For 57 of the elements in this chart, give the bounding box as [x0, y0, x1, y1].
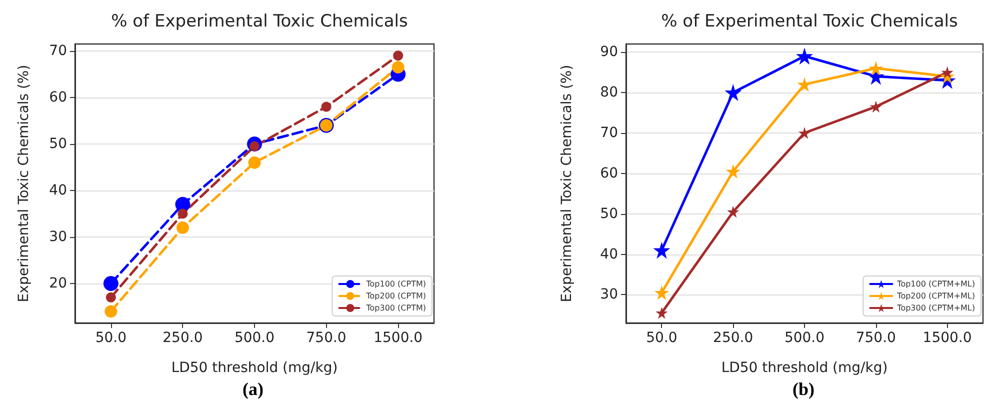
x-tick-label: 750.0 — [856, 330, 896, 346]
point — [941, 66, 954, 78]
y-tick-label: 70 — [600, 124, 618, 141]
y-tick-label: 40 — [49, 182, 67, 198]
text: (a) — [242, 379, 264, 399]
point — [724, 84, 742, 102]
y-tick-label: 70 — [49, 42, 67, 59]
x-tick-label: 500.0 — [784, 330, 825, 346]
point — [393, 50, 404, 61]
x-tick-label: 250.0 — [162, 330, 203, 346]
legend-label: Top200 (CPTM) — [365, 292, 426, 300]
y-axis-title: Experimental Toxic Chemicals (%) — [559, 64, 575, 302]
point — [653, 242, 670, 259]
point — [248, 156, 261, 169]
legend-label: Top200 (CPTM+ML) — [896, 292, 976, 300]
point — [656, 306, 668, 319]
point — [798, 126, 810, 139]
y-tick-label: 30 — [49, 228, 67, 245]
point — [796, 48, 813, 65]
y-tick-label: 40 — [600, 246, 618, 262]
x-tick-label: 500.0 — [234, 330, 275, 346]
point — [321, 102, 332, 112]
y-tick-label: 60 — [49, 89, 67, 106]
x-tick-label: 1500.0 — [374, 330, 423, 346]
legend-label: Top300 (CPTM) — [365, 304, 426, 312]
y-tick-label: 20 — [49, 275, 67, 292]
y-tick-label: 50 — [49, 136, 67, 152]
point — [103, 276, 118, 291]
x-tick-label: 750.0 — [306, 330, 346, 346]
legend-label: Top300 (CPTM+ML) — [896, 304, 976, 312]
point — [392, 61, 404, 74]
y-tick-label: 80 — [600, 84, 618, 101]
point — [106, 292, 116, 302]
x-tick-label: 50.0 — [95, 330, 126, 346]
x-tick-label: 250.0 — [713, 330, 754, 346]
point — [868, 61, 884, 76]
y-tick-label: 90 — [600, 44, 618, 60]
y-axis-title: Experimental Toxic Chemicals (%) — [16, 64, 32, 302]
y-tick-label: 60 — [600, 165, 618, 182]
chart-title: % of Experimental Toxic Chemicals — [661, 12, 958, 32]
point — [870, 100, 882, 113]
x-tick-label: 1500.0 — [922, 330, 972, 346]
point — [178, 208, 188, 219]
chart-title: % of Experimental Toxic Chemicals — [111, 12, 408, 32]
point — [654, 285, 669, 300]
y-tick-label: 30 — [600, 286, 618, 303]
y-tick-label: 50 — [600, 206, 618, 222]
point — [104, 305, 118, 318]
point — [726, 164, 740, 179]
legend-label: Top100 (CPTM+ML) — [896, 280, 976, 288]
point — [176, 221, 189, 234]
x-axis-title: LD50 threshold (mg/kg) — [721, 360, 888, 376]
legend-label: Top100 (CPTM) — [365, 280, 426, 288]
text: (b) — [792, 379, 815, 399]
x-tick-label: 50.0 — [646, 330, 678, 346]
point — [727, 206, 740, 218]
x-axis-title: LD50 threshold (mg/kg) — [171, 360, 338, 376]
